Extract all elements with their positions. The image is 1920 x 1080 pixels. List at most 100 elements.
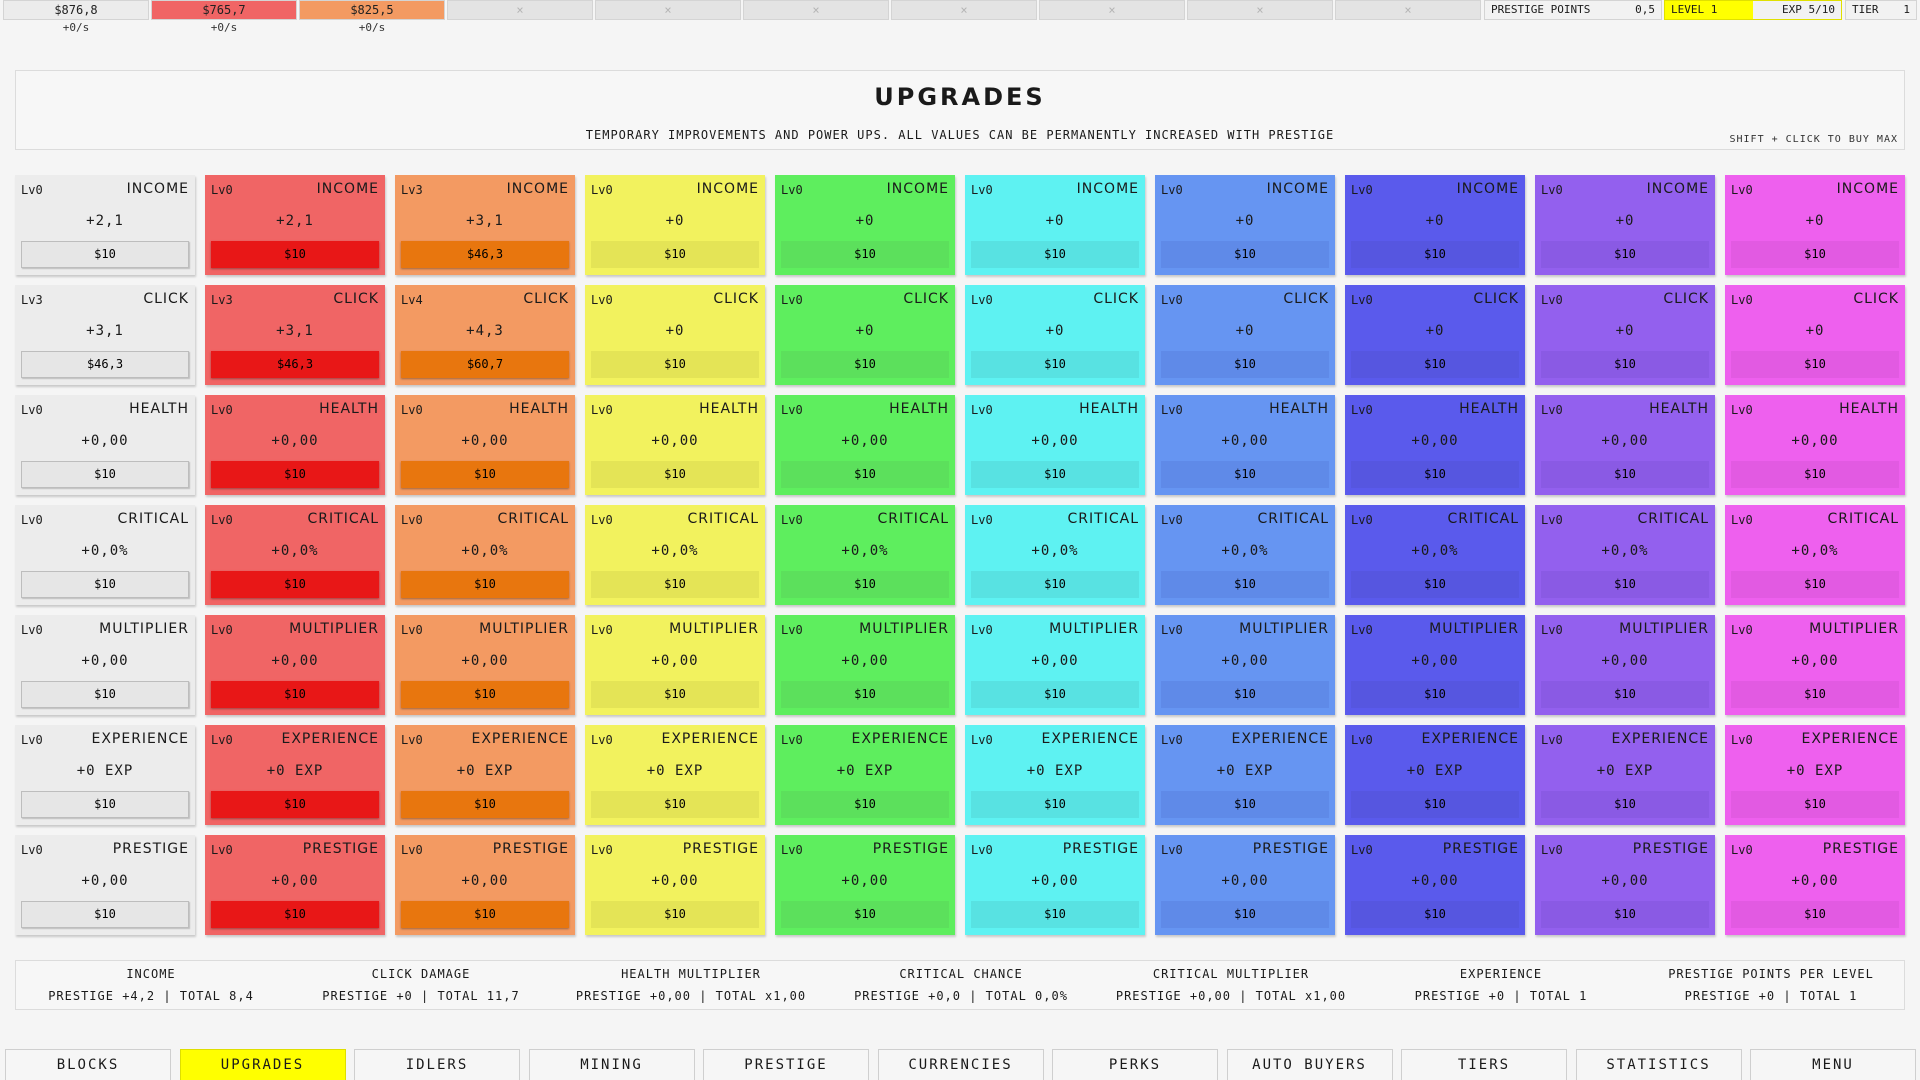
buy-upgrade-button[interactable]: $10 — [781, 901, 949, 928]
buy-upgrade-button[interactable]: $10 — [1351, 681, 1519, 708]
buy-upgrade-button[interactable]: $10 — [1731, 351, 1899, 378]
buy-upgrade-button[interactable]: $10 — [781, 681, 949, 708]
buy-upgrade-button[interactable]: $10 — [971, 241, 1139, 268]
buy-upgrade-button[interactable]: $10 — [781, 351, 949, 378]
buy-upgrade-button[interactable]: $10 — [21, 681, 189, 708]
tab-currencies[interactable]: CURRENCIES — [877, 1049, 1044, 1080]
buy-upgrade-button[interactable]: $10 — [401, 571, 569, 598]
upgrade-value: +0,00 — [81, 653, 129, 669]
upgrade-name: CLICK — [713, 291, 759, 307]
tab-perks[interactable]: PERKS — [1052, 1049, 1218, 1080]
tab-prestige[interactable]: PRESTIGE — [703, 1049, 869, 1080]
buy-upgrade-button[interactable]: $10 — [401, 901, 569, 928]
buy-upgrade-button[interactable]: $10 — [1161, 681, 1329, 708]
buy-upgrade-button[interactable]: $10 — [21, 241, 189, 268]
tab-idlers[interactable]: IDLERS — [354, 1049, 520, 1080]
buy-upgrade-button[interactable]: $10 — [1161, 571, 1329, 598]
buy-upgrade-button[interactable]: $10 — [591, 351, 759, 378]
buy-upgrade-button[interactable]: $10 — [591, 901, 759, 928]
buy-upgrade-button[interactable]: $10 — [21, 571, 189, 598]
buy-upgrade-button[interactable]: $10 — [1731, 241, 1899, 268]
buy-upgrade-button[interactable]: $10 — [1731, 571, 1899, 598]
buy-upgrade-button[interactable]: $10 — [1161, 241, 1329, 268]
buy-upgrade-button[interactable]: $10 — [1161, 901, 1329, 928]
buy-upgrade-button[interactable]: $10 — [1541, 901, 1709, 928]
buy-upgrade-button[interactable]: $10 — [1731, 901, 1899, 928]
buy-upgrade-button[interactable]: $10 — [591, 241, 759, 268]
buy-upgrade-button[interactable]: $10 — [1161, 461, 1329, 488]
buy-upgrade-button[interactable]: $10 — [401, 681, 569, 708]
buy-upgrade-button[interactable]: $10 — [1351, 351, 1519, 378]
buy-upgrade-button[interactable]: $10 — [781, 571, 949, 598]
upgrade-name: CLICK — [523, 291, 569, 307]
buy-upgrade-button[interactable]: $10 — [971, 461, 1139, 488]
buy-upgrade-button[interactable]: $10 — [21, 461, 189, 488]
currency-rate: +0/s — [210, 21, 238, 34]
buy-upgrade-button[interactable]: $10 — [211, 901, 379, 928]
buy-upgrade-button[interactable]: $10 — [1541, 681, 1709, 708]
buy-upgrade-button[interactable]: $10 — [1351, 901, 1519, 928]
buy-upgrade-button[interactable]: $60,7 — [401, 351, 569, 378]
buy-upgrade-button[interactable]: $10 — [1541, 351, 1709, 378]
buy-upgrade-button[interactable]: $10 — [21, 901, 189, 928]
tab-blocks[interactable]: BLOCKS — [5, 1049, 171, 1080]
buy-upgrade-button[interactable]: $10 — [971, 791, 1139, 818]
buy-upgrade-button[interactable]: $10 — [591, 681, 759, 708]
upgrade-value: +3,1 — [276, 323, 314, 339]
buy-upgrade-button[interactable]: $10 — [1541, 791, 1709, 818]
buy-upgrade-button[interactable]: $10 — [971, 681, 1139, 708]
buy-upgrade-button[interactable]: $10 — [781, 241, 949, 268]
buy-upgrade-button[interactable]: $10 — [1731, 791, 1899, 818]
buy-upgrade-button[interactable]: $10 — [1161, 351, 1329, 378]
upgrade-value: +0 — [1615, 213, 1635, 229]
buy-upgrade-button[interactable]: $10 — [971, 351, 1139, 378]
locked-icon: × — [1335, 0, 1481, 20]
buy-upgrade-button[interactable]: $10 — [971, 571, 1139, 598]
buy-upgrade-button[interactable]: $10 — [1351, 461, 1519, 488]
buy-upgrade-button[interactable]: $46,3 — [211, 351, 379, 378]
buy-upgrade-button[interactable]: $46,3 — [401, 241, 569, 268]
upgrade-name: CRITICAL — [1637, 511, 1709, 527]
buy-upgrade-button[interactable]: $10 — [781, 791, 949, 818]
upgrade-value: +4,3 — [466, 323, 504, 339]
buy-upgrade-button[interactable]: $10 — [211, 461, 379, 488]
upgrade-value: +0,00 — [1031, 433, 1079, 449]
buy-upgrade-button[interactable]: $10 — [591, 791, 759, 818]
buy-upgrade-button[interactable]: $46,3 — [21, 351, 189, 378]
tab-upgrades[interactable]: UPGRADES — [179, 1049, 346, 1080]
buy-upgrade-button[interactable]: $10 — [1541, 241, 1709, 268]
buy-upgrade-button[interactable]: $10 — [1731, 681, 1899, 708]
buy-upgrade-button[interactable]: $10 — [211, 791, 379, 818]
buy-upgrade-button[interactable]: $10 — [211, 571, 379, 598]
buy-upgrade-button[interactable]: $10 — [211, 681, 379, 708]
buy-upgrade-button[interactable]: $10 — [1351, 241, 1519, 268]
tab-auto-buyers[interactable]: AUTO BUYERS — [1226, 1049, 1393, 1080]
upgrade-value: +3,1 — [466, 213, 504, 229]
buy-upgrade-button[interactable]: $10 — [1351, 571, 1519, 598]
buy-upgrade-button[interactable]: $10 — [401, 461, 569, 488]
upgrade-value: +0,00 — [461, 873, 509, 889]
upgrade-name: PRESTIGE — [1252, 841, 1329, 857]
buy-upgrade-button[interactable]: $10 — [971, 901, 1139, 928]
tab-mining[interactable]: MINING — [528, 1049, 695, 1080]
buy-upgrade-button[interactable]: $10 — [591, 461, 759, 488]
upgrade-value: +0,00 — [1411, 433, 1459, 449]
upgrade-value: +0,00 — [1791, 873, 1839, 889]
buy-upgrade-button[interactable]: $10 — [781, 461, 949, 488]
tab-menu[interactable]: MENU — [1750, 1049, 1916, 1080]
buy-upgrade-button[interactable]: $10 — [21, 791, 189, 818]
buy-upgrade-button[interactable]: $10 — [401, 791, 569, 818]
buy-upgrade-button[interactable]: $10 — [1161, 791, 1329, 818]
buy-upgrade-button[interactable]: $10 — [1541, 461, 1709, 488]
buy-upgrade-button[interactable]: $10 — [211, 241, 379, 268]
upgrade-name: MULTIPLIER — [289, 621, 379, 637]
upgrade-value: +0 EXP — [1786, 763, 1844, 779]
tab-statistics[interactable]: STATISTICS — [1575, 1049, 1742, 1080]
upgrade-card-experience: Lv0 EXPERIENCE +0 EXP $10 — [205, 725, 385, 825]
buy-upgrade-button[interactable]: $10 — [1541, 571, 1709, 598]
buy-upgrade-button[interactable]: $10 — [591, 571, 759, 598]
buy-upgrade-button[interactable]: $10 — [1731, 461, 1899, 488]
buy-upgrade-button[interactable]: $10 — [1351, 791, 1519, 818]
upgrade-level: Lv0 — [1731, 513, 1753, 527]
tab-tiers[interactable]: TIERS — [1401, 1049, 1567, 1080]
